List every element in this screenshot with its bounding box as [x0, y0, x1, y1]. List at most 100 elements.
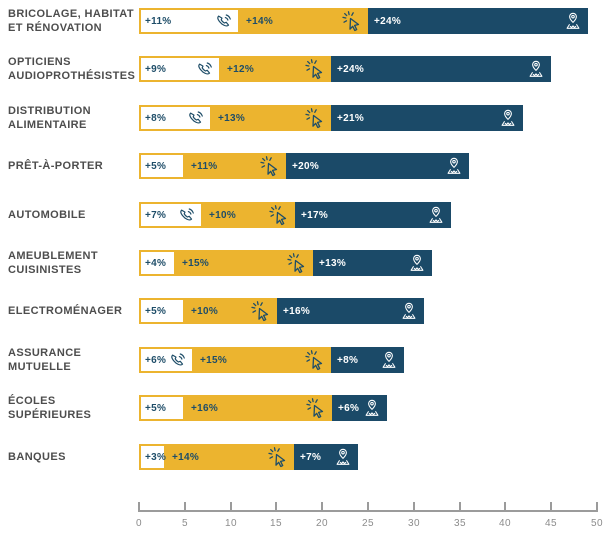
- x-axis-tick: [275, 502, 277, 512]
- segment-location: +16%: [277, 298, 424, 324]
- x-axis-tick-label: 50: [590, 518, 604, 529]
- click-icon: [304, 107, 326, 129]
- segment-location: +21%: [331, 105, 523, 131]
- x-axis-tick: [367, 502, 369, 512]
- x-axis-tick: [413, 502, 415, 512]
- phone-icon: [176, 205, 196, 225]
- bar-row: BRICOLAGE, HABITAT ET RÉNOVATION +11% +14% +…: [0, 8, 616, 34]
- x-axis-tick-label: 45: [544, 518, 558, 529]
- segment-phone: +5%: [139, 153, 185, 179]
- bar-segments: +6% +15% +8%: [139, 347, 404, 373]
- segment-location: +17%: [295, 202, 451, 228]
- click-icon: [286, 252, 308, 274]
- click-icon: [341, 10, 363, 32]
- value-label: +8%: [337, 354, 359, 366]
- segment-location: +20%: [286, 153, 469, 179]
- category-label-line: PRÊT-À-PORTER: [8, 160, 104, 172]
- value-label: +11%: [191, 160, 218, 172]
- click-icon: [268, 204, 290, 226]
- phone-icon: [213, 11, 233, 31]
- phone-icon: [167, 350, 187, 370]
- category-label-line: ÉCOLES: [8, 395, 56, 407]
- value-label: +21%: [337, 112, 365, 124]
- x-axis-tick: [596, 502, 598, 512]
- bar-row: ASSURANCE MUTUELLE +6% +15% +8%: [0, 347, 616, 373]
- bar-row: PRÊT-À-PORTER +5% +11% +20%: [0, 153, 616, 179]
- value-label: +12%: [227, 63, 255, 75]
- x-axis-tick-label: 25: [361, 518, 375, 529]
- segment-click: +10%: [203, 202, 295, 228]
- bar-row: AUTOMOBILE +7% +10% +17%: [0, 202, 616, 228]
- segment-location: +24%: [331, 56, 551, 82]
- click-icon: [267, 446, 289, 468]
- bar-segments: +5% +16% +6%: [139, 395, 387, 421]
- value-label: +13%: [319, 257, 347, 269]
- category-label-line: ET RÉNOVATION: [8, 22, 103, 34]
- value-label: +6%: [145, 354, 167, 366]
- location-icon: [426, 205, 446, 225]
- category-label-line: ASSURANCE: [8, 347, 82, 359]
- x-axis-tick-label: 5: [181, 518, 189, 529]
- value-label: +15%: [182, 257, 210, 269]
- segment-location: +6%: [332, 395, 387, 421]
- segment-phone: +8%: [139, 105, 212, 131]
- category-label: PRÊT-À-PORTER: [8, 159, 136, 173]
- category-label-line: ELECTROMÉNAGER: [8, 305, 123, 317]
- segment-phone: +11%: [139, 8, 240, 34]
- click-icon: [259, 155, 281, 177]
- segment-phone: +6%: [139, 347, 194, 373]
- segment-phone: +3%: [139, 444, 166, 470]
- value-label: +7%: [300, 451, 322, 463]
- value-label: +5%: [145, 160, 167, 172]
- phone-icon: [185, 108, 205, 128]
- bar-row: OPTICIENS AUDIOPROTHÉSISTES +9% +12% +24%: [0, 56, 616, 82]
- value-label: +5%: [145, 305, 167, 317]
- segment-click: +13%: [212, 105, 331, 131]
- segment-location: +8%: [331, 347, 404, 373]
- bar-row: ELECTROMÉNAGER +5% +10% +16%: [0, 298, 616, 324]
- category-label-line: OPTICIENS: [8, 56, 71, 68]
- bar-segments: +3% +14% +7%: [139, 444, 358, 470]
- segment-location: +24%: [368, 8, 588, 34]
- value-label: +7%: [145, 209, 167, 221]
- click-icon: [305, 397, 327, 419]
- bar-segments: +8% +13% +21%: [139, 105, 523, 131]
- x-axis-tick-label: 15: [269, 518, 283, 529]
- value-label: +14%: [172, 451, 200, 463]
- category-label-line: CUISINISTES: [8, 264, 82, 276]
- location-icon: [362, 398, 382, 418]
- category-label-line: ALIMENTAIRE: [8, 119, 87, 131]
- location-icon: [399, 301, 419, 321]
- x-axis-tick: [138, 502, 140, 512]
- bar-segments: +11% +14% +24%: [139, 8, 588, 34]
- category-label-line: DISTRIBUTION: [8, 105, 92, 117]
- bar-row: DISTRIBUTION ALIMENTAIRE +8% +13% +21%: [0, 105, 616, 131]
- category-label: AUTOMOBILE: [8, 208, 136, 222]
- segment-phone: +9%: [139, 56, 221, 82]
- x-axis-tick-label: 0: [135, 518, 143, 529]
- bar-segments: +5% +11% +20%: [139, 153, 469, 179]
- location-icon: [563, 11, 583, 31]
- category-label-line: AUDIOPROTHÉSISTES: [8, 70, 136, 82]
- location-icon: [379, 350, 399, 370]
- click-icon: [250, 300, 272, 322]
- value-label: +4%: [145, 257, 167, 269]
- segment-location: +7%: [294, 444, 358, 470]
- category-label: OPTICIENS AUDIOPROTHÉSISTES: [8, 55, 136, 83]
- value-label: +15%: [200, 354, 228, 366]
- bar-segments: +5% +10% +16%: [139, 298, 424, 324]
- segment-click: +14%: [166, 444, 294, 470]
- click-icon: [304, 349, 326, 371]
- bar-row: AMEUBLEMENT CUISINISTES +4% +15% +13%: [0, 250, 616, 276]
- value-label: +16%: [283, 305, 311, 317]
- value-label: +24%: [337, 63, 365, 75]
- value-label: +16%: [191, 402, 219, 414]
- value-label: +24%: [374, 15, 402, 27]
- segment-click: +16%: [185, 395, 332, 421]
- segment-location: +13%: [313, 250, 432, 276]
- value-label: +11%: [145, 15, 172, 27]
- x-axis-tick: [321, 502, 323, 512]
- location-icon: [444, 156, 464, 176]
- category-label: DISTRIBUTION ALIMENTAIRE: [8, 104, 136, 132]
